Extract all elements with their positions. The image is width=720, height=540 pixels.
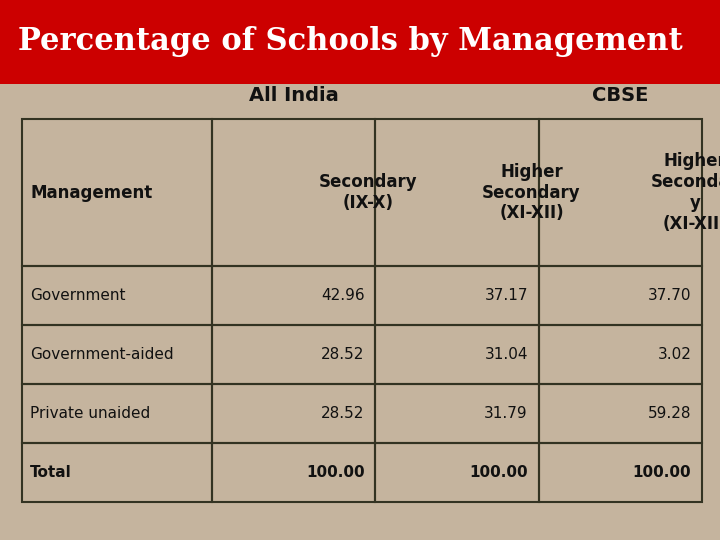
Bar	[22, 443, 212, 502]
Bar	[22, 119, 212, 266]
Text: 28.52: 28.52	[321, 406, 364, 421]
Bar	[539, 119, 702, 266]
Text: Management: Management	[30, 184, 153, 201]
Text: Private unaided: Private unaided	[30, 406, 150, 421]
Bar	[375, 119, 539, 266]
Bar	[539, 443, 702, 502]
Bar	[212, 119, 375, 266]
Text: 31.04: 31.04	[485, 347, 528, 362]
Bar	[375, 326, 539, 384]
Text: 31.79: 31.79	[485, 406, 528, 421]
Text: CBSE: CBSE	[592, 86, 649, 105]
Bar	[22, 326, 212, 384]
Text: 100.00: 100.00	[633, 465, 691, 480]
Text: 37.17: 37.17	[485, 288, 528, 303]
Bar	[375, 266, 539, 326]
Bar	[22, 384, 212, 443]
Text: 3.02: 3.02	[657, 347, 691, 362]
Text: 42.96: 42.96	[321, 288, 364, 303]
Bar	[539, 326, 702, 384]
Text: 59.28: 59.28	[648, 406, 691, 421]
Bar	[0, 0, 720, 84]
Bar	[212, 443, 375, 502]
Text: Total: Total	[30, 465, 72, 480]
Bar	[539, 266, 702, 326]
Bar	[212, 384, 375, 443]
Text: 28.52: 28.52	[321, 347, 364, 362]
Text: Government-aided: Government-aided	[30, 347, 174, 362]
Text: Percentage of Schools by Management: Percentage of Schools by Management	[18, 26, 683, 57]
Text: Higher
Secondar
y
(XI-XII): Higher Secondar y (XI-XII)	[651, 152, 720, 233]
Text: All India: All India	[249, 86, 338, 105]
Text: 100.00: 100.00	[306, 465, 364, 480]
Text: 37.70: 37.70	[648, 288, 691, 303]
Bar	[212, 326, 375, 384]
Text: Secondary
(IX-X): Secondary (IX-X)	[319, 173, 418, 212]
Bar	[539, 384, 702, 443]
Bar	[375, 443, 539, 502]
Bar	[22, 266, 212, 326]
Bar	[212, 266, 375, 326]
Text: Government: Government	[30, 288, 126, 303]
Bar	[375, 384, 539, 443]
Text: 100.00: 100.00	[469, 465, 528, 480]
Text: Higher
Secondary
(XI-XII): Higher Secondary (XI-XII)	[482, 163, 581, 222]
